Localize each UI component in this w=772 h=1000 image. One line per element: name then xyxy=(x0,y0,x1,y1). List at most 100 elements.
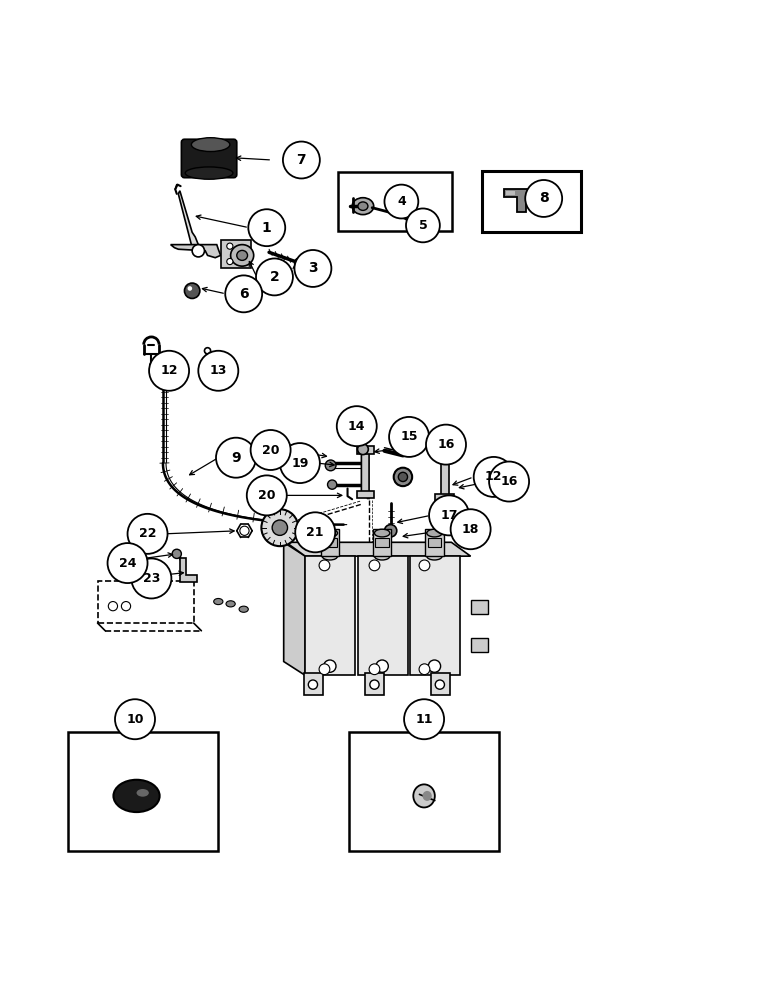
Circle shape xyxy=(376,660,388,672)
Bar xyxy=(410,556,460,675)
Text: 14: 14 xyxy=(348,420,365,433)
Circle shape xyxy=(426,425,466,465)
Bar xyxy=(221,240,252,268)
Text: 16: 16 xyxy=(437,438,455,451)
Ellipse shape xyxy=(322,552,337,560)
Circle shape xyxy=(205,348,211,354)
Ellipse shape xyxy=(374,552,390,560)
Circle shape xyxy=(308,680,317,689)
Circle shape xyxy=(323,660,336,672)
Bar xyxy=(303,673,323,695)
Circle shape xyxy=(319,664,330,675)
Circle shape xyxy=(384,185,418,218)
Circle shape xyxy=(295,512,335,552)
Ellipse shape xyxy=(358,202,368,210)
Text: 16: 16 xyxy=(500,475,518,488)
Circle shape xyxy=(337,406,377,446)
Bar xyxy=(435,494,455,502)
Circle shape xyxy=(185,283,200,298)
Circle shape xyxy=(108,602,117,611)
Text: 22: 22 xyxy=(139,527,156,540)
Bar xyxy=(425,529,444,556)
Bar xyxy=(375,538,389,547)
Polygon shape xyxy=(361,448,369,498)
Ellipse shape xyxy=(137,789,149,797)
Bar xyxy=(357,446,374,454)
Circle shape xyxy=(172,549,181,558)
Circle shape xyxy=(131,558,171,598)
Text: 1: 1 xyxy=(262,221,272,235)
Circle shape xyxy=(435,680,445,689)
Circle shape xyxy=(107,543,147,583)
Bar xyxy=(349,732,499,851)
Circle shape xyxy=(115,699,155,739)
Circle shape xyxy=(227,243,233,249)
Circle shape xyxy=(247,475,286,515)
Text: 3: 3 xyxy=(308,261,318,275)
Text: 17: 17 xyxy=(440,509,458,522)
Ellipse shape xyxy=(427,552,442,560)
Circle shape xyxy=(149,351,189,391)
Bar xyxy=(320,529,339,556)
Bar xyxy=(357,491,374,498)
Circle shape xyxy=(369,560,380,571)
Circle shape xyxy=(325,460,336,471)
Bar xyxy=(357,556,408,675)
Ellipse shape xyxy=(427,529,442,537)
Bar xyxy=(373,529,391,556)
Text: 15: 15 xyxy=(401,430,418,443)
Circle shape xyxy=(319,560,330,571)
Text: 19: 19 xyxy=(291,457,309,470)
Ellipse shape xyxy=(322,529,337,537)
Circle shape xyxy=(216,438,256,478)
Ellipse shape xyxy=(352,198,374,215)
Text: 20: 20 xyxy=(258,489,276,502)
Text: 13: 13 xyxy=(210,364,227,377)
Ellipse shape xyxy=(239,606,249,612)
Circle shape xyxy=(249,209,285,246)
Circle shape xyxy=(294,258,305,268)
Circle shape xyxy=(384,525,397,537)
Bar xyxy=(471,638,488,652)
Text: 12: 12 xyxy=(161,364,178,377)
Text: 2: 2 xyxy=(269,270,279,284)
Bar xyxy=(431,673,450,695)
Text: 9: 9 xyxy=(231,451,241,465)
Text: 23: 23 xyxy=(143,572,160,585)
Bar xyxy=(338,172,452,231)
Ellipse shape xyxy=(113,780,160,812)
Circle shape xyxy=(404,699,444,739)
Text: 12: 12 xyxy=(485,470,503,483)
Text: 20: 20 xyxy=(262,444,279,457)
Ellipse shape xyxy=(413,784,435,807)
Circle shape xyxy=(369,664,380,675)
Text: 6: 6 xyxy=(239,287,249,301)
Circle shape xyxy=(227,258,233,265)
Circle shape xyxy=(370,680,379,689)
Polygon shape xyxy=(178,191,198,248)
Circle shape xyxy=(273,520,287,535)
Text: 5: 5 xyxy=(418,219,427,232)
Circle shape xyxy=(192,245,205,257)
Circle shape xyxy=(357,444,368,455)
Circle shape xyxy=(451,509,491,549)
Text: 18: 18 xyxy=(462,523,479,536)
Polygon shape xyxy=(283,542,305,675)
Polygon shape xyxy=(442,450,449,500)
Ellipse shape xyxy=(185,167,233,179)
Circle shape xyxy=(419,664,430,675)
Circle shape xyxy=(240,526,249,535)
Circle shape xyxy=(188,286,192,291)
Ellipse shape xyxy=(191,138,230,152)
Circle shape xyxy=(525,180,562,217)
Ellipse shape xyxy=(237,250,248,260)
Circle shape xyxy=(406,208,440,242)
Circle shape xyxy=(121,602,130,611)
Text: 10: 10 xyxy=(127,713,144,726)
Polygon shape xyxy=(504,189,530,212)
Polygon shape xyxy=(286,542,471,556)
Text: 21: 21 xyxy=(306,526,324,539)
Bar xyxy=(365,673,384,695)
FancyBboxPatch shape xyxy=(181,139,237,178)
Polygon shape xyxy=(171,245,221,258)
